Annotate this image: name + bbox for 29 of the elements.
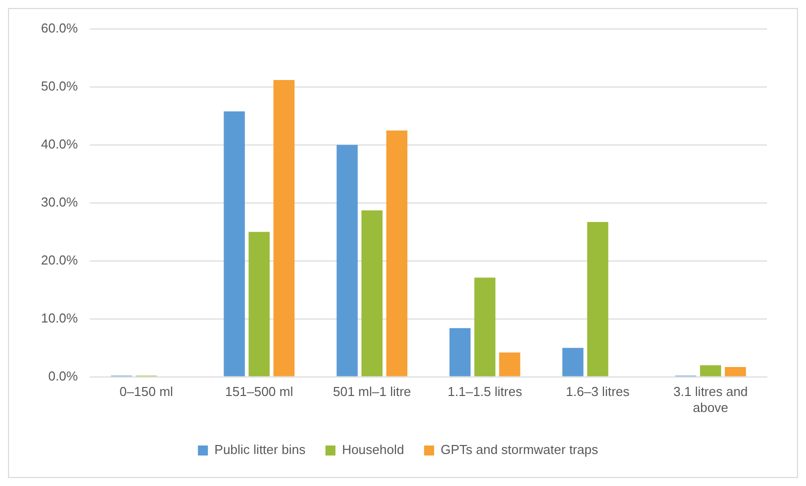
bar xyxy=(336,144,358,376)
y-tick-label: 60.0% xyxy=(40,20,78,36)
bar xyxy=(724,366,746,376)
x-tick-label: 0–150 ml xyxy=(120,384,174,400)
y-tick-label: 30.0% xyxy=(40,194,78,210)
bar xyxy=(224,111,245,376)
y-tick-label: 20.0% xyxy=(40,252,78,268)
bar xyxy=(248,232,270,376)
bar xyxy=(499,352,520,376)
legend-label: Household xyxy=(342,442,404,458)
bar xyxy=(700,365,722,376)
bar xyxy=(587,222,608,376)
bar xyxy=(386,130,408,376)
y-tick-label: 10.0% xyxy=(40,310,78,326)
bar xyxy=(562,348,584,376)
bar xyxy=(361,210,383,376)
bar xyxy=(474,278,496,376)
bar xyxy=(449,328,471,376)
x-tick-label: 151–500 ml xyxy=(225,384,294,400)
x-tick-label: 1.6–3 litres xyxy=(566,384,630,400)
x-tick-label: 3.1 litres and above xyxy=(673,384,748,415)
x-tick-label: 501 ml–1 litre xyxy=(332,384,412,400)
y-tick-label: 0.0% xyxy=(48,368,78,384)
y-tick-label: 40.0% xyxy=(40,136,78,152)
y-tick-label: 50.0% xyxy=(40,78,78,94)
legend-label: Public litter bins xyxy=(214,442,306,458)
x-tick-label: 1.1–1.5 litres xyxy=(448,384,523,400)
legend-label: GPTs and stormwater traps xyxy=(440,442,599,458)
bar xyxy=(273,80,295,376)
